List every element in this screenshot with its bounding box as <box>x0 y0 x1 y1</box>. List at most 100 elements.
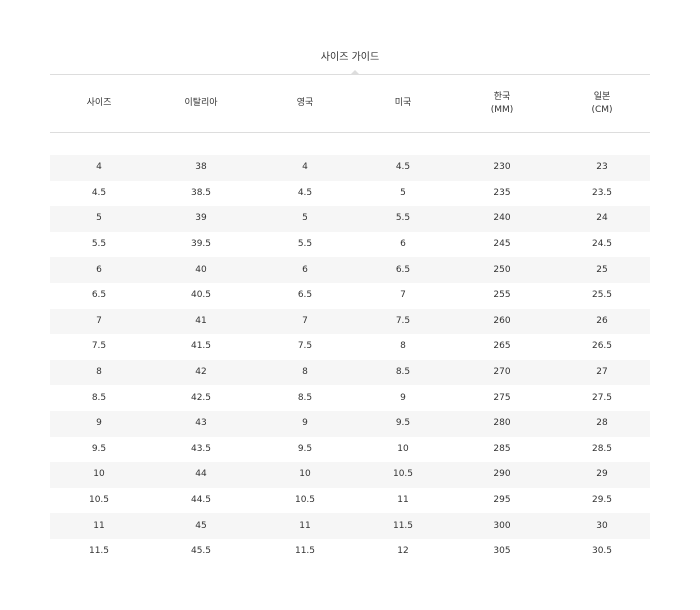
table-cell: 7.5 <box>91 341 107 352</box>
table-cell: 38 <box>195 162 207 173</box>
table-row: 7 41 7 7.5 260 26 <box>50 308 650 335</box>
table-cell: 4 <box>96 162 102 173</box>
table-cell: 230 <box>493 162 511 173</box>
table-cell: 44.5 <box>190 495 212 506</box>
table-cell: 27.5 <box>591 392 613 403</box>
table-cell: 44 <box>195 469 207 480</box>
table-header: 사이즈 이탈리아 영국 미국 한국 (MM) 일본 (CM) <box>50 75 650 132</box>
table-cell: 9 <box>96 418 102 429</box>
table-cell: 39 <box>195 213 207 224</box>
column-header: 사이즈 <box>50 97 148 110</box>
table-row: 10.5 44.5 10.5 11 295 29.5 <box>50 488 650 514</box>
column-header: 한국 (MM) <box>450 91 554 117</box>
table-row: 4.5 38.5 4.5 5 235 23.5 <box>50 181 650 207</box>
table-cell: 7.5 <box>297 341 313 352</box>
table-cell: 42 <box>195 367 207 378</box>
column-header-text: 영국 <box>296 98 314 108</box>
table-cell: 10.5 <box>88 495 110 506</box>
divider <box>50 132 650 133</box>
table-cell: 25.5 <box>591 290 613 301</box>
table-cell: 23.5 <box>591 187 613 198</box>
table-cell: 4.5 <box>395 162 411 173</box>
table-cell: 28.5 <box>591 443 613 454</box>
table-cell: 45 <box>195 520 207 531</box>
column-header: 영국 <box>254 97 356 110</box>
column-header-text: (CM) <box>591 104 613 115</box>
table-cell: 4.5 <box>91 187 107 198</box>
table-cell: 5.5 <box>91 239 107 250</box>
table-cell: 275 <box>493 392 511 403</box>
table-row: 4 38 4 4.5 230 23 <box>50 155 650 181</box>
table-cell: 6.5 <box>297 290 313 301</box>
table-cell: 39.5 <box>190 239 212 250</box>
table-row: 8.5 42.5 8.5 9 275 27.5 <box>50 385 650 411</box>
table-cell: 9 <box>400 392 406 403</box>
table-cell: 25 <box>596 264 608 275</box>
table-cell: 12 <box>397 546 409 557</box>
divider <box>50 74 650 75</box>
size-table-body: 4 38 4 4.5 230 23 4.5 38.5 4.5 5 235 23.5 5 39 5 5.5 240… <box>50 155 650 565</box>
table-cell: 30 <box>596 520 608 531</box>
table-cell: 4.5 <box>297 187 313 198</box>
table-cell: 270 <box>493 367 511 378</box>
table-cell: 290 <box>493 469 511 480</box>
table-cell: 7 <box>302 315 308 326</box>
table-cell: 5 <box>400 187 406 198</box>
table-cell: 29 <box>596 469 608 480</box>
table-cell: 42.5 <box>190 392 212 403</box>
table-cell: 295 <box>493 495 511 506</box>
table-cell: 5.5 <box>395 213 411 224</box>
table-cell: 300 <box>493 520 511 531</box>
table-row: 9 43 9 9.5 280 28 <box>50 410 650 437</box>
table-cell: 6 <box>400 239 406 250</box>
table-cell: 28 <box>596 418 608 429</box>
table-row: 8 42 8 8.5 270 27 <box>50 359 650 386</box>
table-cell: 265 <box>493 341 511 352</box>
table-cell: 235 <box>493 187 511 198</box>
table-cell: 7 <box>400 290 406 301</box>
table-cell: 5.5 <box>297 239 313 250</box>
table-row: 5 39 5 5.5 240 24 <box>50 206 650 232</box>
table-cell: 24 <box>596 213 608 224</box>
table-cell: 11 <box>299 520 311 531</box>
table-cell: 7.5 <box>395 315 411 326</box>
table-cell: 6 <box>96 264 102 275</box>
table-cell: 5 <box>96 213 102 224</box>
table-cell: 10.5 <box>392 469 414 480</box>
table-cell: 41.5 <box>190 341 212 352</box>
table-cell: 27 <box>596 367 608 378</box>
table-cell: 8 <box>400 341 406 352</box>
table-cell: 250 <box>493 264 511 275</box>
table-cell: 4 <box>302 162 308 173</box>
table-cell: 5 <box>302 213 308 224</box>
table-cell: 29.5 <box>591 495 613 506</box>
table-cell: 45.5 <box>190 546 212 557</box>
column-header-text: 사이즈 <box>86 98 112 108</box>
column-header: 미국 <box>356 97 450 110</box>
table-cell: 6.5 <box>91 290 107 301</box>
table-row: 9.5 43.5 9.5 10 285 28.5 <box>50 437 650 463</box>
column-header: 일본 (CM) <box>554 91 650 117</box>
table-cell: 8.5 <box>395 367 411 378</box>
column-header-text: (MM) <box>490 104 514 115</box>
table-cell: 255 <box>493 290 511 301</box>
table-cell: 11.5 <box>392 520 414 531</box>
table-cell: 6.5 <box>395 264 411 275</box>
table-row: 11 45 11 11.5 300 30 <box>50 513 650 539</box>
table-cell: 43.5 <box>190 443 212 454</box>
table-cell: 8.5 <box>91 392 107 403</box>
table-cell: 8.5 <box>297 392 313 403</box>
size-guide-tab[interactable]: 사이즈 가이드 <box>320 52 380 63</box>
table-row: 11.5 45.5 11.5 12 305 30.5 <box>50 539 650 565</box>
column-header: 이탈리아 <box>148 97 254 110</box>
table-cell: 43 <box>195 418 207 429</box>
table-cell: 305 <box>493 546 511 557</box>
table-cell: 10 <box>299 469 311 480</box>
table-cell: 280 <box>493 418 511 429</box>
tab-indicator-icon <box>351 70 359 74</box>
table-cell: 285 <box>493 443 511 454</box>
table-cell: 11.5 <box>294 546 316 557</box>
table-cell: 11 <box>93 520 105 531</box>
table-cell: 9.5 <box>395 418 411 429</box>
table-cell: 30.5 <box>591 546 613 557</box>
